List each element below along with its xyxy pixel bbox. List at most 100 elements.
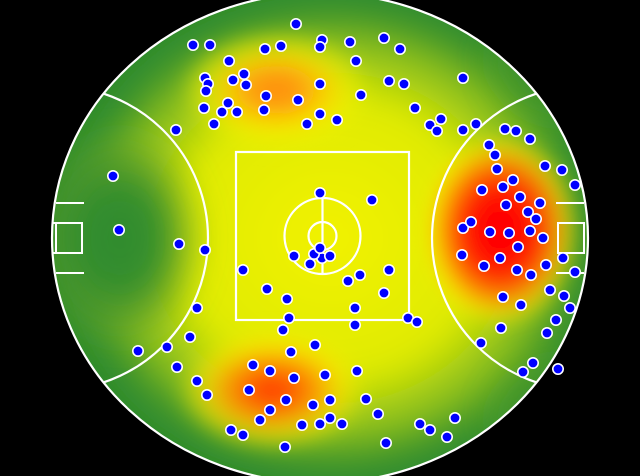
possession-point[interactable]: [223, 54, 236, 67]
possession-point[interactable]: [313, 187, 326, 200]
possession-point[interactable]: [543, 283, 556, 296]
possession-point[interactable]: [448, 411, 461, 424]
possession-point[interactable]: [551, 362, 564, 375]
possession-point[interactable]: [382, 75, 395, 88]
possession-point[interactable]: [511, 241, 524, 254]
possession-point[interactable]: [132, 344, 145, 357]
possession-point[interactable]: [303, 257, 316, 270]
possession-point[interactable]: [113, 224, 126, 237]
possession-point[interactable]: [259, 90, 272, 103]
possession-point[interactable]: [493, 252, 506, 265]
possession-point[interactable]: [323, 393, 336, 406]
possession-point[interactable]: [263, 403, 276, 416]
possession-point[interactable]: [349, 54, 362, 67]
possession-point[interactable]: [330, 114, 343, 127]
possession-point[interactable]: [276, 323, 289, 336]
possession-point[interactable]: [173, 238, 186, 251]
possession-point[interactable]: [524, 268, 537, 281]
possession-point[interactable]: [237, 263, 250, 276]
possession-point[interactable]: [263, 364, 276, 377]
possession-point[interactable]: [514, 298, 527, 311]
possession-point[interactable]: [243, 383, 256, 396]
possession-point[interactable]: [477, 259, 490, 272]
possession-point[interactable]: [199, 244, 212, 257]
possession-point[interactable]: [260, 282, 273, 295]
possession-point[interactable]: [191, 374, 204, 387]
possession-point[interactable]: [184, 330, 197, 343]
possession-point[interactable]: [455, 249, 468, 262]
possession-point[interactable]: [231, 106, 244, 119]
possession-point[interactable]: [257, 104, 270, 117]
possession-point[interactable]: [456, 222, 469, 235]
possession-point[interactable]: [397, 78, 410, 91]
possession-point[interactable]: [557, 289, 570, 302]
possession-point[interactable]: [523, 225, 536, 238]
possession-point[interactable]: [200, 85, 213, 98]
possession-point[interactable]: [509, 125, 522, 138]
possession-point[interactable]: [170, 124, 183, 137]
possession-point[interactable]: [483, 226, 496, 239]
possession-point[interactable]: [526, 356, 539, 369]
possession-point[interactable]: [280, 292, 293, 305]
possession-point[interactable]: [300, 118, 313, 131]
possession-point[interactable]: [423, 423, 436, 436]
possession-point[interactable]: [540, 326, 553, 339]
possession-point[interactable]: [287, 371, 300, 384]
possession-point[interactable]: [556, 252, 569, 265]
possession-point[interactable]: [222, 97, 235, 110]
possession-point[interactable]: [289, 17, 302, 30]
possession-point[interactable]: [496, 290, 509, 303]
possession-point[interactable]: [216, 106, 229, 119]
possession-point[interactable]: [258, 42, 271, 55]
possession-point[interactable]: [306, 398, 319, 411]
possession-point[interactable]: [456, 124, 469, 137]
possession-point[interactable]: [440, 430, 453, 443]
possession-point[interactable]: [353, 268, 366, 281]
possession-point[interactable]: [313, 78, 326, 91]
possession-point[interactable]: [282, 311, 295, 324]
possession-point[interactable]: [506, 174, 519, 187]
possession-point[interactable]: [516, 365, 529, 378]
possession-point[interactable]: [318, 368, 331, 381]
possession-point[interactable]: [323, 250, 336, 263]
possession-point[interactable]: [474, 336, 487, 349]
possession-point[interactable]: [434, 113, 447, 126]
possession-point[interactable]: [313, 417, 326, 430]
possession-point[interactable]: [335, 417, 348, 430]
possession-point[interactable]: [287, 250, 300, 263]
possession-point[interactable]: [171, 360, 184, 373]
possession-point[interactable]: [413, 417, 426, 430]
possession-point[interactable]: [539, 258, 552, 271]
possession-point[interactable]: [377, 31, 390, 44]
possession-point[interactable]: [568, 179, 581, 192]
possession-point[interactable]: [469, 118, 482, 131]
possession-point[interactable]: [408, 102, 421, 115]
possession-point[interactable]: [555, 164, 568, 177]
possession-point[interactable]: [502, 227, 515, 240]
possession-point[interactable]: [365, 194, 378, 207]
possession-point[interactable]: [410, 315, 423, 328]
possession-point[interactable]: [350, 364, 363, 377]
possession-point[interactable]: [274, 39, 287, 52]
possession-point[interactable]: [291, 94, 304, 107]
possession-point[interactable]: [538, 160, 551, 173]
possession-point[interactable]: [208, 118, 221, 131]
possession-point[interactable]: [430, 125, 443, 138]
possession-point[interactable]: [191, 301, 204, 314]
possession-point[interactable]: [278, 440, 291, 453]
possession-point[interactable]: [204, 38, 217, 51]
possession-point[interactable]: [187, 38, 200, 51]
possession-point[interactable]: [348, 318, 361, 331]
possession-point[interactable]: [254, 413, 267, 426]
possession-point[interactable]: [247, 358, 260, 371]
possession-point[interactable]: [379, 436, 392, 449]
possession-point[interactable]: [494, 321, 507, 334]
possession-point[interactable]: [343, 35, 356, 48]
possession-point[interactable]: [279, 393, 292, 406]
possession-point[interactable]: [227, 74, 240, 87]
possession-point[interactable]: [308, 338, 321, 351]
possession-point[interactable]: [359, 392, 372, 405]
possession-point[interactable]: [464, 216, 477, 229]
possession-point[interactable]: [107, 170, 120, 183]
possession-point[interactable]: [313, 108, 326, 121]
